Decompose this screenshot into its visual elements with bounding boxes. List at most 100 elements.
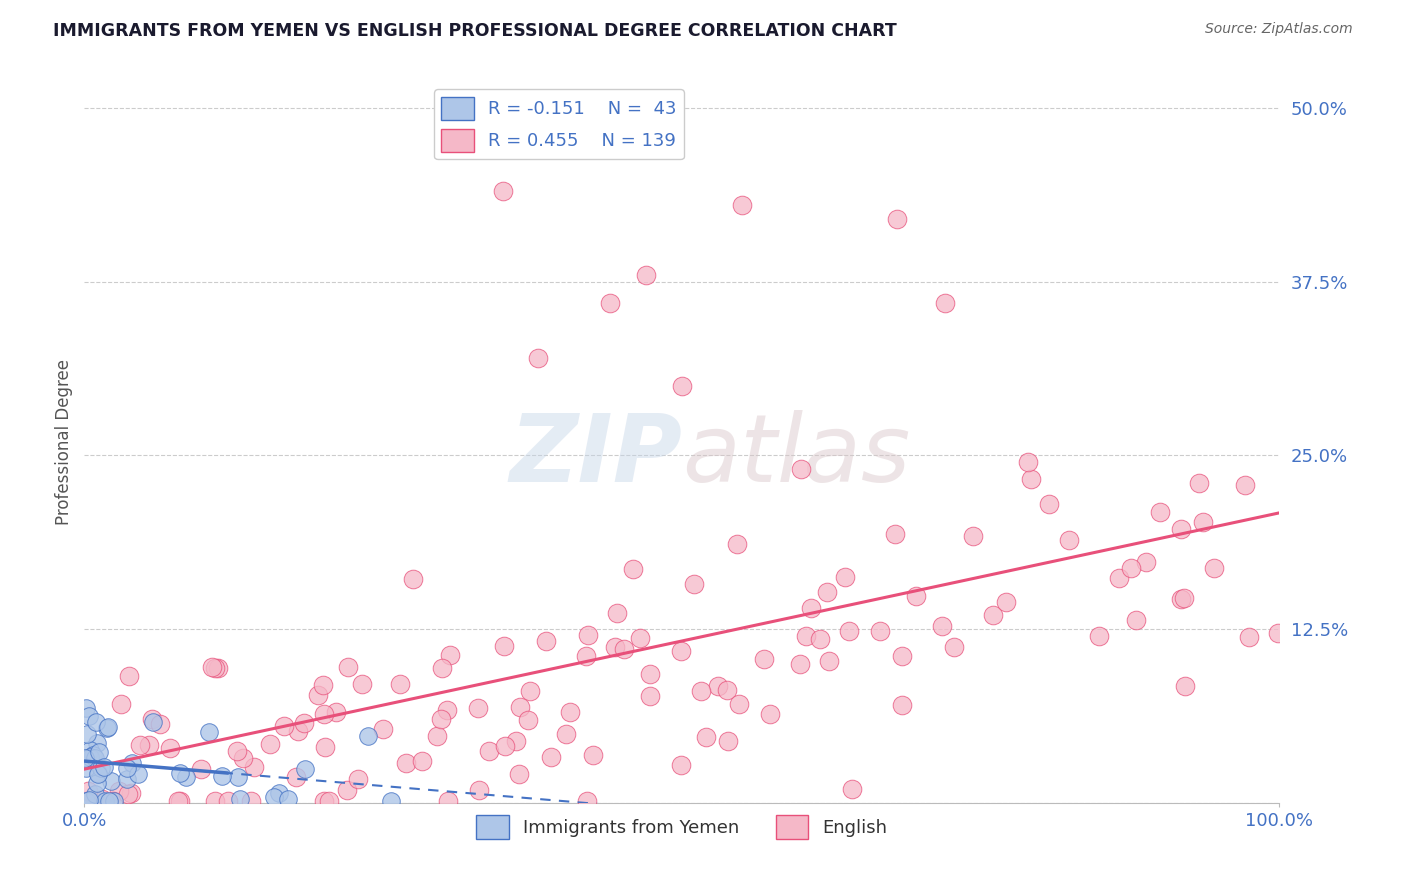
Point bbox=[198, 725, 221, 739]
Legend: Immigrants from Yemen, English: Immigrants from Yemen, English bbox=[470, 808, 894, 846]
Text: IMMIGRANTS FROM YEMEN VS ENGLISH PROFESSIONAL DEGREE CORRELATION CHART: IMMIGRANTS FROM YEMEN VS ENGLISH PROFESS… bbox=[53, 22, 897, 40]
Point bbox=[1267, 626, 1289, 640]
Point bbox=[167, 794, 190, 808]
Point bbox=[640, 666, 662, 681]
Point bbox=[117, 761, 139, 775]
Point bbox=[430, 661, 453, 675]
Point bbox=[86, 766, 108, 780]
Point bbox=[336, 782, 359, 797]
Point bbox=[671, 379, 693, 393]
Point bbox=[314, 707, 336, 722]
Point bbox=[794, 629, 817, 643]
Point bbox=[581, 748, 603, 763]
Point bbox=[307, 688, 329, 702]
Point bbox=[127, 766, 149, 780]
Point bbox=[176, 770, 198, 784]
Point bbox=[1018, 455, 1040, 469]
Point bbox=[110, 697, 132, 711]
Point bbox=[284, 770, 307, 784]
Point bbox=[86, 776, 108, 790]
Point bbox=[606, 607, 628, 621]
Point bbox=[808, 632, 831, 646]
Point bbox=[225, 744, 247, 758]
Point bbox=[1174, 679, 1197, 693]
Point bbox=[468, 783, 491, 797]
Point bbox=[75, 794, 97, 808]
Point bbox=[121, 786, 143, 800]
Point bbox=[962, 529, 984, 543]
Point bbox=[84, 751, 107, 765]
Point bbox=[352, 677, 374, 691]
Point bbox=[575, 794, 598, 808]
Point bbox=[242, 760, 264, 774]
Point bbox=[934, 295, 956, 310]
Point bbox=[426, 729, 449, 743]
Point bbox=[671, 643, 693, 657]
Point bbox=[90, 761, 112, 775]
Point bbox=[239, 794, 262, 808]
Point bbox=[395, 756, 418, 770]
Point bbox=[204, 661, 226, 675]
Point bbox=[1087, 629, 1109, 643]
Point bbox=[93, 760, 115, 774]
Point bbox=[790, 462, 813, 476]
Point bbox=[1170, 522, 1192, 536]
Point bbox=[1057, 533, 1080, 548]
Point bbox=[759, 706, 782, 721]
Point bbox=[886, 212, 908, 227]
Point bbox=[83, 788, 105, 802]
Point bbox=[623, 562, 645, 576]
Point bbox=[638, 690, 661, 704]
Point bbox=[190, 762, 212, 776]
Point bbox=[527, 351, 550, 366]
Point bbox=[141, 712, 163, 726]
Point bbox=[1192, 515, 1215, 529]
Point bbox=[509, 700, 531, 714]
Point bbox=[98, 794, 121, 808]
Point bbox=[79, 750, 101, 764]
Point bbox=[287, 723, 309, 738]
Point bbox=[138, 738, 160, 752]
Point bbox=[336, 659, 359, 673]
Point bbox=[838, 624, 860, 638]
Point bbox=[103, 794, 125, 808]
Point bbox=[79, 743, 101, 757]
Point bbox=[942, 640, 965, 654]
Point bbox=[534, 634, 557, 648]
Point bbox=[75, 700, 97, 714]
Point bbox=[540, 749, 562, 764]
Point bbox=[96, 721, 118, 735]
Point bbox=[636, 268, 658, 282]
Point bbox=[273, 719, 295, 733]
Point bbox=[754, 651, 776, 665]
Point bbox=[800, 601, 823, 615]
Point bbox=[478, 743, 501, 757]
Point bbox=[1187, 476, 1209, 491]
Point bbox=[1135, 555, 1157, 569]
Point bbox=[86, 736, 108, 750]
Y-axis label: Professional Degree: Professional Degree bbox=[55, 359, 73, 524]
Point bbox=[884, 527, 907, 541]
Point bbox=[277, 791, 299, 805]
Point bbox=[576, 628, 599, 642]
Point bbox=[117, 772, 139, 786]
Point bbox=[834, 570, 856, 584]
Point bbox=[87, 765, 110, 780]
Point bbox=[437, 794, 460, 808]
Point bbox=[890, 698, 912, 713]
Point bbox=[371, 722, 394, 736]
Point bbox=[87, 794, 110, 808]
Point bbox=[931, 619, 953, 633]
Point bbox=[77, 709, 100, 723]
Point bbox=[294, 762, 316, 776]
Point bbox=[389, 677, 412, 691]
Point bbox=[789, 657, 811, 671]
Point bbox=[380, 794, 402, 808]
Point bbox=[347, 772, 370, 786]
Point bbox=[292, 716, 315, 731]
Point bbox=[100, 774, 122, 789]
Point bbox=[994, 595, 1017, 609]
Point bbox=[508, 767, 530, 781]
Point bbox=[226, 770, 249, 784]
Point bbox=[695, 731, 717, 745]
